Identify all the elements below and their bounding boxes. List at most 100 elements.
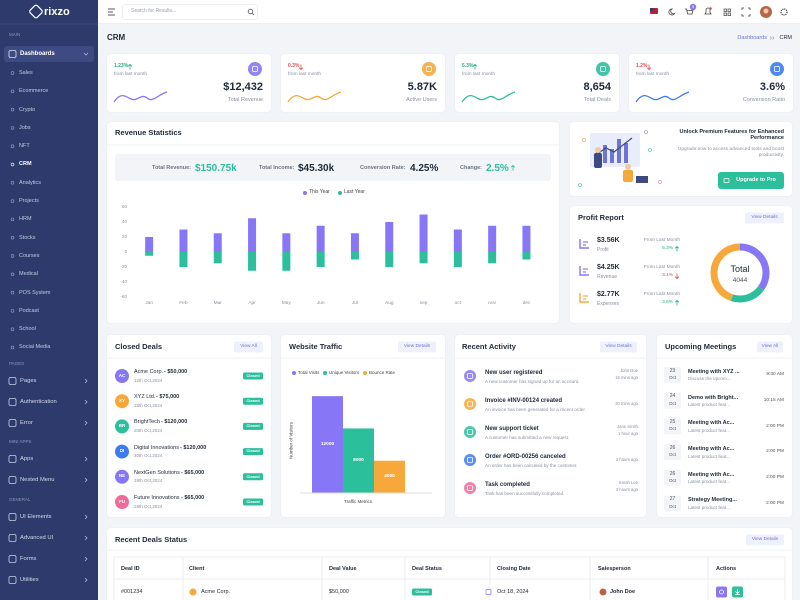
date-box xyxy=(664,444,681,461)
button-bg xyxy=(398,341,436,353)
submenu-item[interactable]: Podcast xyxy=(19,307,39,314)
search-input[interactable]: Search for Results... xyxy=(131,8,177,15)
submenu-item[interactable]: Crypto xyxy=(19,106,36,113)
submenu-item[interactable]: Analytics xyxy=(19,179,42,186)
submenu-item[interactable]: Sales xyxy=(19,69,33,76)
menu-item[interactable]: Forms xyxy=(20,555,37,562)
chevron xyxy=(84,399,88,405)
view-button[interactable]: View Details xyxy=(403,344,431,350)
promo-button[interactable] xyxy=(718,172,784,189)
submenu-item[interactable]: Jobs xyxy=(19,124,31,131)
bullet xyxy=(10,199,15,203)
submenu-item[interactable]: Ecommerce xyxy=(19,88,49,95)
illustration-bar xyxy=(610,149,614,163)
bar xyxy=(419,252,428,264)
submenu-item[interactable]: Stocks xyxy=(19,234,36,241)
deal-amount: - $75,000 xyxy=(156,394,180,401)
theme-icon[interactable] xyxy=(668,8,676,16)
page-title: CRM xyxy=(107,32,126,42)
legend-label: Total Visits xyxy=(298,369,320,375)
settings-icon[interactable] xyxy=(780,8,788,16)
table-border xyxy=(113,556,786,600)
menu-item[interactable]: Nested Menu xyxy=(20,476,55,483)
view-button[interactable]: View Details xyxy=(751,537,779,543)
cart-icon[interactable] xyxy=(685,8,694,15)
menu-item[interactable]: Pages xyxy=(20,377,37,384)
menu-icon xyxy=(8,50,17,58)
view-button[interactable]: View All xyxy=(240,344,257,350)
activity-icon-glyph xyxy=(467,373,473,379)
upgrade-button[interactable]: Upgrade to Pro xyxy=(736,177,776,184)
status-label: Closed xyxy=(246,372,260,378)
data-label: 4000 xyxy=(384,474,395,480)
avatar-initials: NE xyxy=(118,473,126,479)
illustration-dot xyxy=(582,138,586,142)
stat-label: Total Deals xyxy=(583,96,611,103)
submenu-item[interactable]: Courses xyxy=(19,252,40,259)
bar xyxy=(316,225,325,252)
activity-icon xyxy=(464,398,476,410)
bar xyxy=(145,237,154,252)
view-button[interactable]: View All xyxy=(761,344,779,350)
avatar-initials: BR xyxy=(118,422,126,428)
status-label: Closed xyxy=(246,473,260,479)
x-tick-label: Jul xyxy=(351,301,359,307)
submenu-item[interactable]: Social Media xyxy=(19,344,51,351)
fullscreen-icon[interactable] xyxy=(741,7,751,17)
meeting-month: Oct xyxy=(668,452,677,458)
activity-user: Sarah Lee xyxy=(618,479,638,485)
deal-name: XYZ Ltd. xyxy=(134,394,156,401)
activity-icon xyxy=(464,454,476,466)
submenu-item[interactable]: HRM xyxy=(19,216,32,223)
summary-value: 4.25% xyxy=(410,162,439,174)
illustration-person xyxy=(594,153,602,168)
menu-item[interactable]: Authentication xyxy=(20,398,57,405)
submenu-item[interactable]: Projects xyxy=(19,198,39,205)
view-button[interactable]: View Details xyxy=(605,344,632,350)
menu-item[interactable]: Apps xyxy=(20,455,34,462)
menu-item[interactable]: Dashboards xyxy=(20,50,55,57)
meeting-title: Demo with Bright... xyxy=(688,394,739,401)
menu-item[interactable]: UI Elements xyxy=(20,513,52,520)
menu-item[interactable]: Utilities xyxy=(20,576,39,583)
view-action[interactable] xyxy=(716,586,727,598)
meeting-day: 25 xyxy=(669,419,676,426)
status-badge xyxy=(243,372,263,380)
cart-badge xyxy=(689,3,697,11)
promo-title: Unlock Premium Features for Enhanced Per… xyxy=(679,128,784,142)
submenu-item[interactable]: POS System xyxy=(19,289,51,296)
bell-icon[interactable] xyxy=(704,7,712,15)
meeting-title: Meeting with Ac... xyxy=(688,420,735,427)
profit-period: From Last Month xyxy=(643,238,680,244)
menu-item[interactable]: Error xyxy=(20,419,33,426)
submenu-item[interactable]: School xyxy=(19,326,36,333)
bullet xyxy=(10,71,15,75)
date-box xyxy=(664,495,681,512)
submenu-item[interactable]: Medical xyxy=(19,271,38,278)
bar xyxy=(453,229,462,252)
submenu-item[interactable]: CRM xyxy=(19,161,32,168)
legend-label: Last Year xyxy=(344,189,365,196)
view-button[interactable]: View Details xyxy=(751,215,778,221)
promo-button-icon xyxy=(723,178,730,183)
meeting-time: 2:00 PM xyxy=(766,449,784,455)
stat-label: Conversion Ratio xyxy=(742,96,785,103)
menu-item[interactable]: Advanced UI xyxy=(20,534,54,541)
meeting-text: Discuss the upcom... xyxy=(688,376,731,382)
bar xyxy=(312,396,343,493)
y-tick-label: 20 xyxy=(121,233,127,239)
activity-icon xyxy=(464,482,476,494)
profit-icon xyxy=(579,293,589,303)
meeting-day: 26 xyxy=(669,470,676,477)
breadcrumb-link[interactable]: Dashboards xyxy=(737,34,767,41)
chevron xyxy=(84,456,88,462)
arrow-up xyxy=(674,245,680,252)
deal-date: 19th Oct,2024 xyxy=(134,478,163,484)
avatar-initials: AC xyxy=(118,372,126,378)
arrow-down xyxy=(298,64,304,71)
menu-icon xyxy=(8,419,17,427)
submenu-item[interactable]: NFT xyxy=(19,143,30,150)
bar xyxy=(385,222,394,252)
button-bg xyxy=(746,534,784,546)
logo-icon xyxy=(29,4,43,19)
